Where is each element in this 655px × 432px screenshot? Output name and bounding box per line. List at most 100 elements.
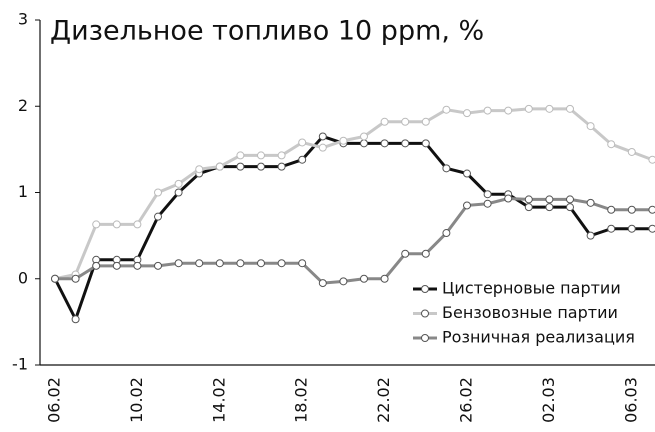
point	[648, 224, 655, 233]
point	[545, 104, 554, 113]
point	[92, 261, 101, 270]
point	[524, 104, 533, 113]
point	[545, 195, 554, 204]
point	[545, 203, 554, 212]
point	[463, 169, 471, 178]
x-tick-label: 10.02	[127, 377, 146, 423]
point	[236, 162, 245, 171]
point	[154, 212, 162, 221]
point	[566, 203, 574, 212]
point	[648, 155, 655, 164]
point	[51, 274, 59, 283]
point	[360, 139, 368, 148]
point	[380, 274, 389, 283]
point	[421, 117, 430, 126]
y-tick-label: 0	[18, 268, 28, 287]
point	[566, 195, 574, 204]
point	[586, 231, 595, 240]
point	[607, 205, 616, 214]
point	[586, 122, 595, 131]
point	[504, 106, 513, 115]
point	[236, 259, 245, 268]
point	[607, 140, 616, 149]
point	[298, 138, 307, 147]
x-tick-label: 22.02	[374, 377, 393, 423]
point	[71, 315, 80, 324]
point	[566, 104, 574, 113]
point	[421, 249, 430, 258]
x-tick-label: 14.02	[209, 377, 228, 423]
point	[215, 162, 224, 171]
point	[627, 224, 636, 233]
point	[277, 151, 286, 160]
point	[277, 259, 286, 268]
y-tick-label: 1	[18, 182, 28, 201]
point	[421, 139, 430, 148]
point	[195, 259, 204, 268]
point	[92, 220, 101, 229]
y-tick-label: -1	[12, 355, 28, 374]
point	[298, 259, 307, 268]
legend-label: Цистерновые партии	[442, 279, 621, 298]
chart-title: Дизельное топливо 10 ppm, %	[50, 16, 484, 47]
legend-marker	[421, 334, 429, 342]
point	[154, 188, 162, 197]
legend-label: Розничная реализация	[442, 328, 635, 347]
point	[380, 139, 389, 148]
point	[648, 205, 655, 214]
x-tick-label: 26.02	[457, 377, 476, 423]
point	[524, 195, 533, 204]
point	[195, 165, 204, 174]
point	[174, 179, 183, 188]
point	[504, 194, 513, 203]
point	[360, 274, 368, 283]
point	[133, 261, 142, 270]
point	[442, 229, 451, 238]
x-tick-label: 18.02	[292, 377, 311, 423]
point	[174, 259, 183, 268]
point	[257, 259, 265, 268]
point	[586, 198, 595, 207]
point	[401, 117, 410, 126]
point	[236, 151, 245, 160]
point	[112, 261, 121, 270]
point	[483, 199, 492, 208]
point	[442, 164, 451, 173]
point	[71, 274, 80, 283]
x-tick-label: 06.03	[621, 377, 640, 423]
point	[174, 188, 183, 197]
point	[463, 201, 471, 210]
point	[318, 132, 327, 141]
point	[339, 136, 348, 145]
point	[524, 203, 533, 212]
point	[298, 155, 307, 164]
point	[483, 190, 492, 199]
point	[339, 277, 348, 286]
point	[257, 151, 265, 160]
point	[277, 162, 286, 171]
point	[154, 261, 162, 270]
point	[483, 106, 492, 115]
point	[112, 220, 121, 229]
point	[442, 105, 451, 114]
point	[257, 162, 265, 171]
point	[463, 109, 471, 118]
legend-marker	[421, 285, 429, 293]
point	[401, 249, 410, 258]
point	[627, 205, 636, 214]
point	[318, 279, 327, 288]
legend-label: Бензовозные партии	[442, 303, 618, 322]
y-tick-label: 2	[18, 96, 28, 115]
point	[627, 147, 636, 156]
legend-marker	[421, 309, 429, 318]
point	[401, 139, 410, 148]
series-line	[54, 107, 653, 281]
point	[215, 259, 224, 268]
point	[380, 117, 389, 126]
point	[133, 220, 142, 229]
y-tick-label: 3	[18, 10, 28, 29]
x-tick-label: 06.02	[45, 377, 64, 423]
point	[360, 132, 368, 141]
